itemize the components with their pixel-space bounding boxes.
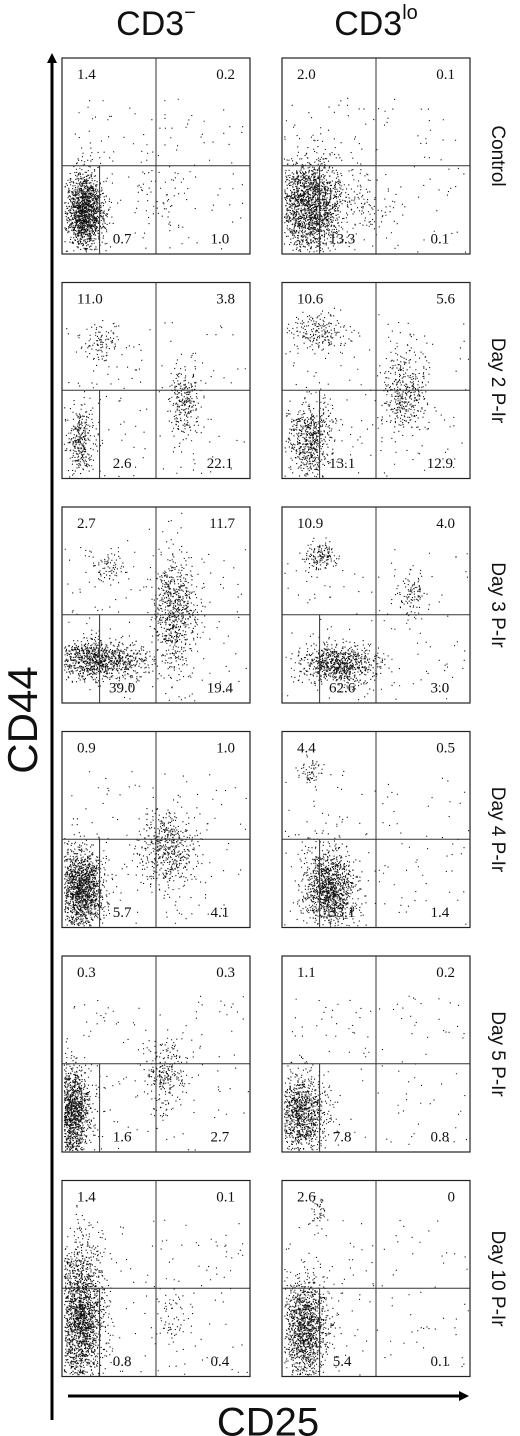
plot-panel: 10.9 4.0 62.6 3.0 bbox=[281, 506, 471, 704]
plot-panel: 1.4 0.1 0.8 0.4 bbox=[61, 1179, 251, 1378]
quadrant-percent: 0 bbox=[447, 1190, 455, 1206]
x-axis-label: CD25 bbox=[217, 1401, 319, 1436]
quadrant-percent: 1.4 bbox=[77, 67, 96, 83]
row-label: Day 2 P-Ir bbox=[487, 338, 508, 424]
scatter-dots bbox=[63, 995, 249, 1151]
quadrant-percent: 12.9 bbox=[427, 456, 453, 472]
plot-panel: 1.1 0.2 7.8 0.8 bbox=[281, 955, 471, 1153]
quadrant-percent: 2.0 bbox=[297, 67, 316, 83]
plot-panel: 2.6 0 5.4 0.1 bbox=[281, 1179, 471, 1378]
y-axis-label: CD44 bbox=[0, 666, 46, 773]
header-base: CD3 bbox=[334, 5, 402, 43]
quadrant-percent: 0.8 bbox=[431, 1130, 450, 1146]
quadrant-percent: 1.6 bbox=[113, 1130, 132, 1146]
scatter-dots bbox=[63, 771, 247, 927]
scatter-dots bbox=[64, 98, 244, 253]
quadrant-percent: 0.8 bbox=[113, 1354, 132, 1370]
quadrant-percent: 13.1 bbox=[329, 456, 355, 472]
row-label: Day 3 P-Ir bbox=[487, 562, 508, 648]
row-label: Day 5 P-Ir bbox=[487, 1011, 508, 1097]
row-label: Day 10 P-Ir bbox=[487, 1230, 508, 1327]
plot-panel: 0.3 0.3 1.6 2.7 bbox=[61, 955, 251, 1153]
quadrant-percent: 1.0 bbox=[216, 741, 235, 757]
quadrant-percent: 4.4 bbox=[297, 741, 316, 757]
quadrant-percent: 22.1 bbox=[207, 456, 233, 472]
header-sup: − bbox=[184, 2, 196, 24]
row-label: Control bbox=[487, 125, 508, 186]
plot-panel: 0.9 1.0 5.7 4.1 bbox=[61, 730, 251, 929]
quadrant-percent: 0.7 bbox=[113, 232, 132, 248]
quadrant-percent: 10.9 bbox=[297, 516, 323, 532]
quadrant-percent: 1.0 bbox=[211, 232, 230, 248]
quadrant-percent: 4.1 bbox=[211, 905, 230, 921]
quadrant-percent: 0.4 bbox=[211, 1354, 230, 1370]
quadrant-percent: 11.0 bbox=[77, 292, 103, 308]
quadrant-percent: 3.8 bbox=[216, 292, 235, 308]
scatter-dots bbox=[63, 1200, 248, 1376]
plot-panel: 2.7 11.7 39.0 19.4 bbox=[61, 506, 251, 704]
quadrant-percent: 2.6 bbox=[297, 1190, 316, 1206]
quadrant-percent: 5.7 bbox=[113, 905, 132, 921]
quadrant-percent: 13.3 bbox=[329, 232, 355, 248]
scatter-dots bbox=[63, 512, 247, 702]
quadrant-percent: 0.1 bbox=[216, 1190, 235, 1206]
quadrant-percent: 62.6 bbox=[329, 681, 356, 697]
quadrant-percent: 2.6 bbox=[113, 456, 132, 472]
header-base: CD3 bbox=[116, 5, 184, 43]
header-sup: lo bbox=[402, 2, 418, 24]
plot-panel: 1.4 0.2 0.7 1.0 bbox=[61, 57, 251, 255]
quadrant-percent: 0.9 bbox=[77, 741, 96, 757]
quadrant-percent: 0.2 bbox=[436, 965, 455, 981]
scatter-dots bbox=[284, 754, 470, 927]
quadrant-percent: 5.4 bbox=[333, 1354, 352, 1370]
row-label: Day 4 P-Ir bbox=[487, 787, 508, 873]
column-header: CD3lo bbox=[334, 2, 418, 43]
plot-panel: 11.0 3.8 2.6 22.1 bbox=[61, 281, 251, 480]
quadrant-percent: 2.7 bbox=[211, 1130, 230, 1146]
quadrant-percent: 3.0 bbox=[431, 681, 450, 697]
quadrant-percent: 0.1 bbox=[431, 1354, 450, 1370]
quadrant-percent: 2.7 bbox=[77, 516, 96, 532]
quadrant-percent: 19.4 bbox=[207, 681, 234, 697]
scatter-dots bbox=[283, 995, 467, 1152]
quadrant-percent: 33.1 bbox=[329, 905, 355, 921]
quadrant-percent: 10.6 bbox=[297, 292, 324, 308]
quadrant-percent: 0.3 bbox=[216, 965, 235, 981]
plot-panel: 10.6 5.6 13.1 12.9 bbox=[281, 281, 471, 480]
plot-panel: 2.0 0.1 13.3 0.1 bbox=[281, 57, 471, 255]
plot-panel: 4.4 0.5 33.1 1.4 bbox=[281, 730, 471, 929]
quadrant-percent: 1.4 bbox=[77, 1190, 96, 1206]
quadrant-percent: 1.1 bbox=[297, 965, 316, 981]
quadrant-percent: 39.0 bbox=[109, 681, 135, 697]
quadrant-percent: 5.6 bbox=[436, 292, 455, 308]
scatter-dots bbox=[284, 1195, 469, 1376]
column-header: CD3− bbox=[116, 2, 196, 43]
quadrant-percent: 7.8 bbox=[333, 1130, 352, 1146]
quadrant-percent: 1.4 bbox=[431, 905, 450, 921]
quadrant-percent: 0.1 bbox=[436, 67, 455, 83]
quadrant-percent: 0.3 bbox=[77, 965, 96, 981]
quadrant-percent: 11.7 bbox=[209, 516, 235, 532]
quadrant-percent: 4.0 bbox=[436, 516, 455, 532]
quadrant-percent: 0.2 bbox=[216, 67, 235, 83]
quadrant-percent: 0.1 bbox=[431, 232, 450, 248]
scatter-dots bbox=[283, 97, 467, 253]
quadrant-percent: 0.5 bbox=[436, 741, 455, 757]
